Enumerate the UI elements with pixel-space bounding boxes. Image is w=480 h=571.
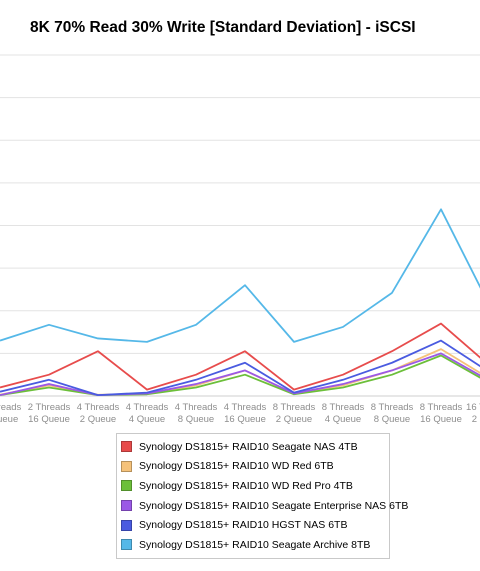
legend-label: Synology DS1815+ RAID10 Seagate NAS 4TB <box>139 440 358 453</box>
legend-label: Synology DS1815+ RAID10 HGST NAS 6TB <box>139 519 348 532</box>
x-tick-label: 8 Threads 2 Queue <box>273 402 316 425</box>
series-line <box>0 322 480 391</box>
series-line <box>0 354 480 397</box>
legend-item: Synology DS1815+ RAID10 Seagate Archive … <box>121 535 389 555</box>
legend-label: Synology DS1815+ RAID10 Seagate Enterpri… <box>139 499 409 512</box>
legend-item: Synology DS1815+ RAID10 HGST NAS 6TB <box>121 515 389 535</box>
legend-item: Synology DS1815+ RAID10 WD Red Pro 4TB <box>121 476 389 496</box>
x-tick-label: 4 Threads 4 Queue <box>126 402 169 425</box>
series-line <box>0 208 480 343</box>
legend-label: Synology DS1815+ RAID10 Seagate Archive … <box>139 538 371 551</box>
legend-swatch <box>121 500 132 512</box>
x-tick-label: 8 Threads 16 Queue <box>420 402 463 425</box>
chart-legend: Synology DS1815+ RAID10 Seagate NAS 4TB S… <box>116 433 408 559</box>
x-tick-label: 8 Threads 4 Queue <box>322 402 365 425</box>
legend-item: Synology DS1815+ RAID10 Seagate NAS 4TB <box>121 437 389 457</box>
legend-label: Synology DS1815+ RAID10 WD Red Pro 4TB <box>139 479 353 492</box>
legend-swatch <box>121 441 132 453</box>
x-tick-label: 2 Threads 16 Queue <box>28 402 71 425</box>
legend-label: Synology DS1815+ RAID10 WD Red 6TB <box>139 460 334 473</box>
gridlines <box>0 54 480 397</box>
chart-title: 8K 70% Read 30% Write [Standard Deviatio… <box>30 19 416 36</box>
legend-swatch <box>121 539 132 551</box>
series-line <box>0 339 480 397</box>
x-tick-label: 4 Threads 16 Queue <box>224 402 267 425</box>
x-tick-label: 4 Threads 2 Queue <box>77 402 120 425</box>
x-tick-label: 8 Threads 8 Queue <box>371 402 414 425</box>
legend-item: Synology DS1815+ RAID10 WD Red 6TB <box>121 457 389 477</box>
legend-item: Synology DS1815+ RAID10 Seagate Enterpri… <box>121 496 408 516</box>
legend-swatch <box>121 519 132 531</box>
series-line <box>0 352 480 397</box>
legend-swatch <box>121 460 132 472</box>
x-tick-label: 4 Threads 8 Queue <box>175 402 218 425</box>
legend-swatch <box>121 480 132 492</box>
